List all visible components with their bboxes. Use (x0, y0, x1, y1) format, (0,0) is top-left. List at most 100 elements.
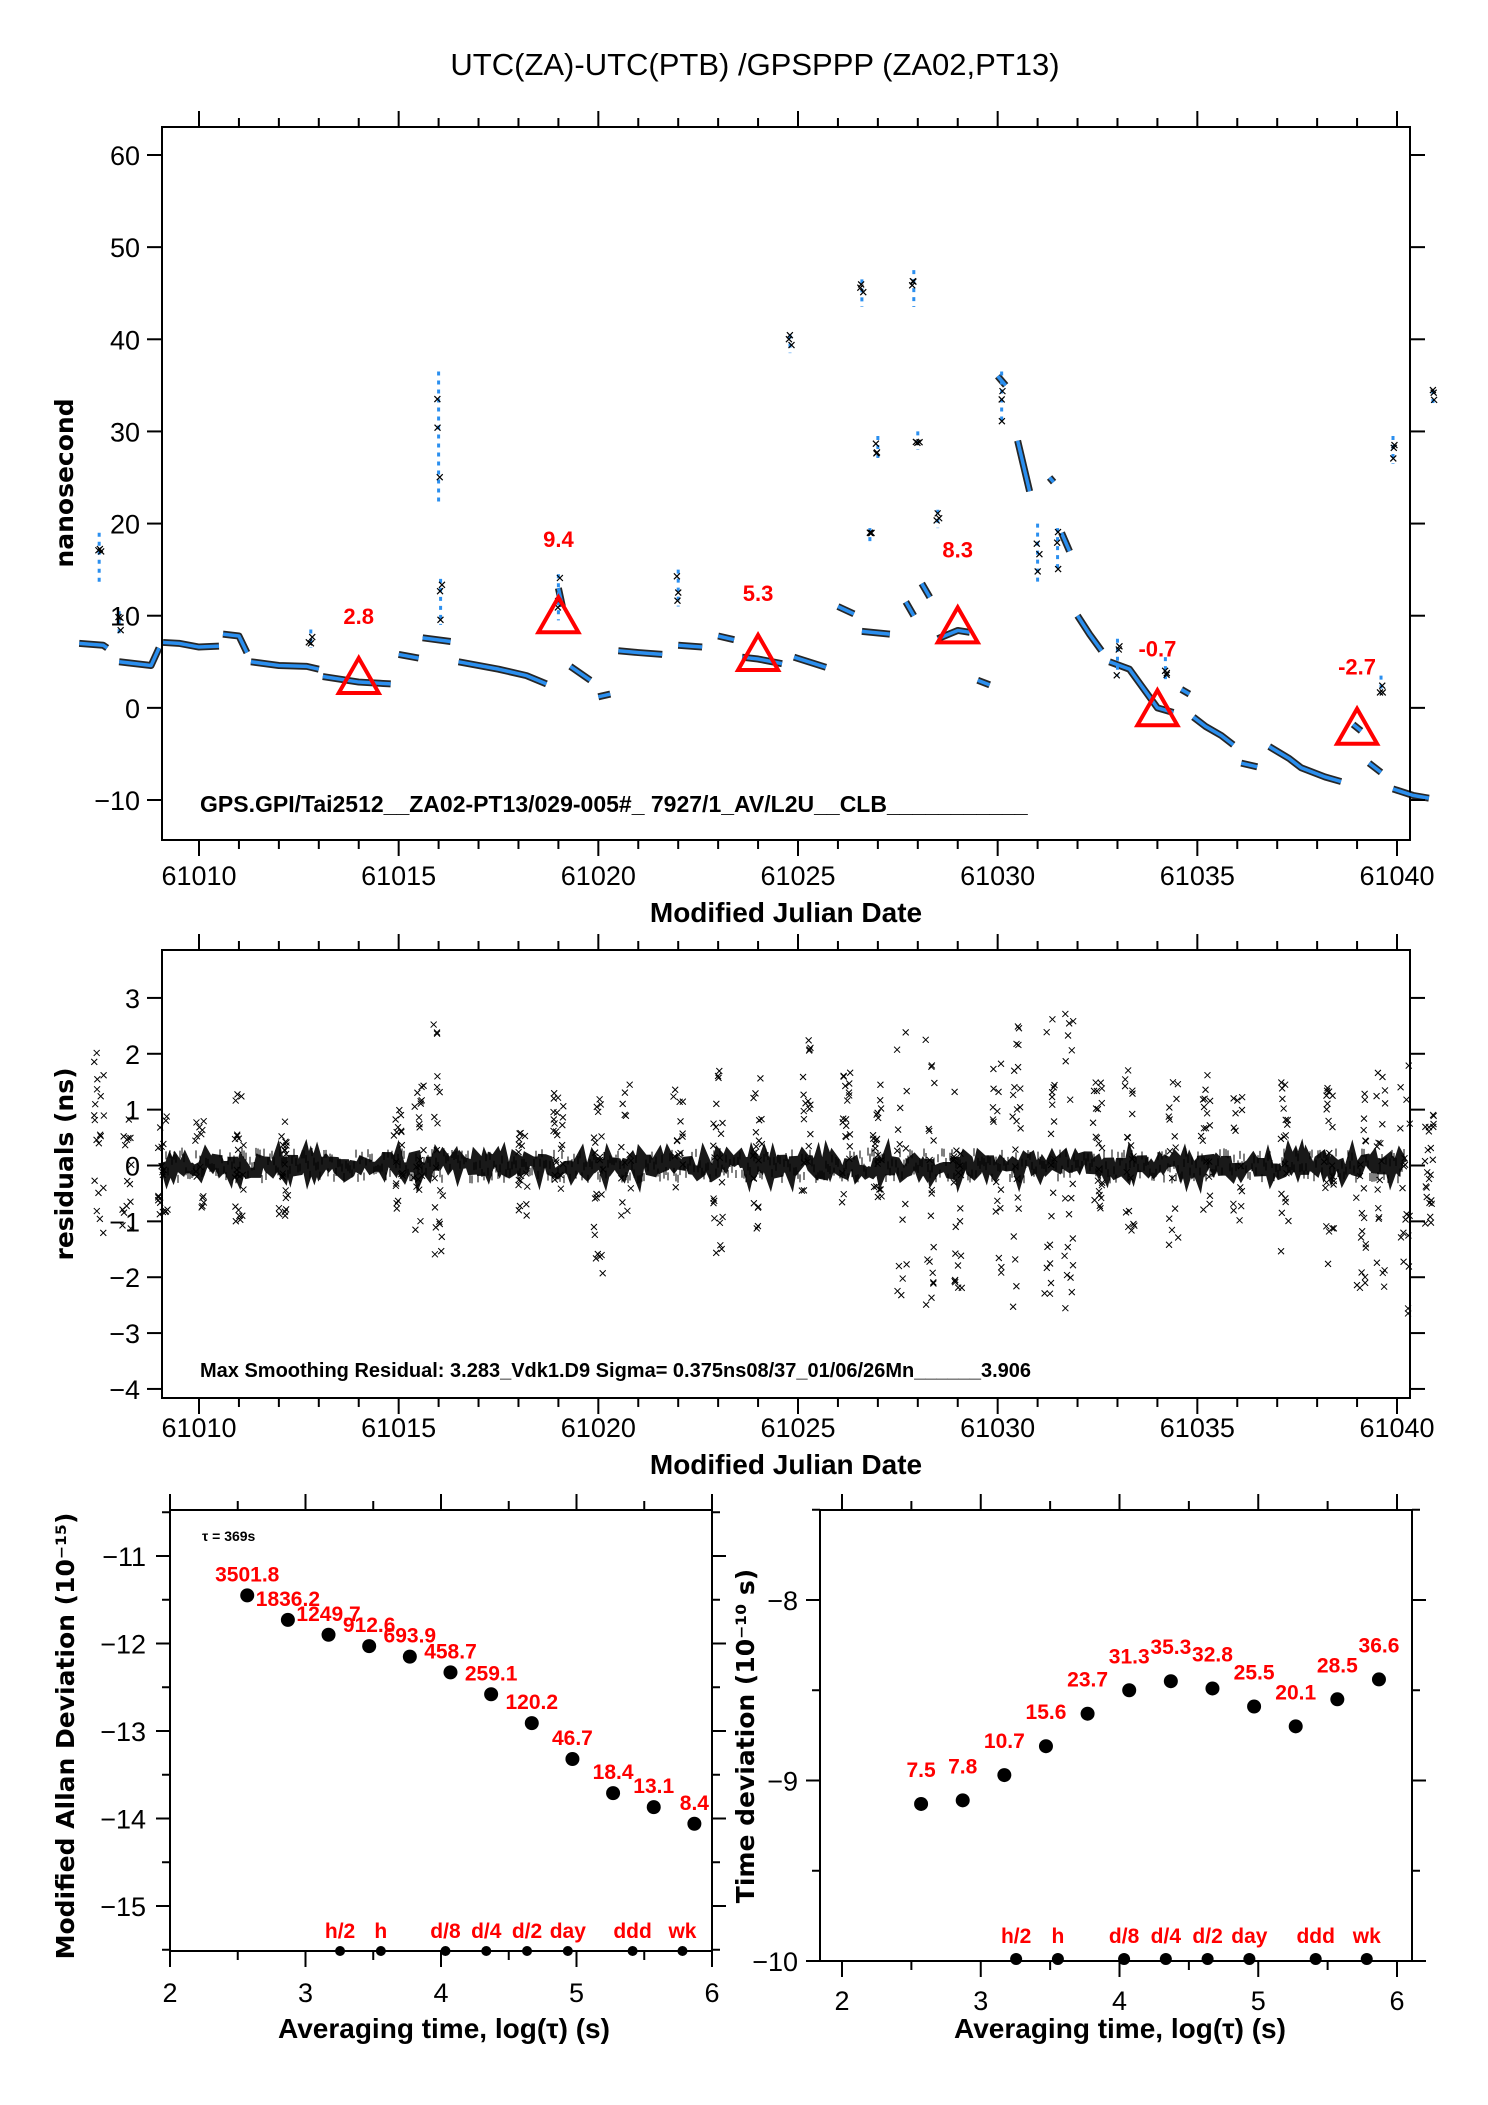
residual-outlier (1320, 1158, 1328, 1166)
residual-outlier (712, 1123, 720, 1131)
residual-outlier (1015, 1024, 1023, 1032)
mdev-point-label: 46.7 (552, 1727, 593, 1750)
residual-outlier (234, 1091, 241, 1098)
residual-outlier (278, 1133, 285, 1140)
residual-outlier (90, 1058, 98, 1066)
residual-outlier (802, 1099, 809, 1107)
residual-outlier (929, 1279, 937, 1286)
residual-outlier (902, 1144, 910, 1152)
residual-outlier (925, 1127, 933, 1135)
residual-outlier (807, 1101, 814, 1109)
residual-outlier (1380, 1283, 1388, 1291)
residual-outlier (1361, 1096, 1369, 1104)
residual-outlier (1202, 1124, 1210, 1132)
residual-outlier (1011, 1163, 1019, 1170)
time-marker-dot (562, 1946, 573, 1956)
residual-outlier (1202, 1086, 1209, 1094)
tdev-point-label: 7.5 (906, 1759, 936, 1782)
residual-outlier (1048, 1212, 1055, 1220)
residual-outlier (617, 1212, 625, 1219)
time-marker-label: wk (1352, 1925, 1381, 1948)
residual-outlier (846, 1131, 854, 1138)
raw-point (434, 424, 441, 432)
residual-outlier (155, 1192, 162, 1200)
residual-outlier (550, 1089, 558, 1097)
residual-outlier (592, 1254, 600, 1262)
smoothed-line (1048, 476, 1055, 484)
residual-outlier (674, 1151, 682, 1158)
residual-outlier (676, 1098, 684, 1106)
residual-outlier (156, 1124, 164, 1131)
x-tick-label: 61015 (361, 861, 436, 891)
residual-outlier (1128, 1155, 1136, 1163)
residual-outlier (397, 1111, 405, 1119)
residual-outlier (156, 1199, 164, 1207)
residual-outlier (552, 1159, 560, 1166)
raw-point (1116, 642, 1123, 650)
residual-outlier (1358, 1227, 1366, 1235)
residual-outlier (1168, 1226, 1176, 1234)
residual-outlier (96, 1131, 104, 1139)
residual-outlier (956, 1162, 964, 1170)
residual-outlier (1200, 1103, 1208, 1111)
residual-outlier (1374, 1204, 1382, 1212)
residual-outlier (1095, 1165, 1103, 1173)
residual-outlier (1043, 1028, 1051, 1036)
residual-outlier (951, 1276, 959, 1284)
residual-outlier (1377, 1139, 1384, 1147)
residual-outlier (1128, 1227, 1135, 1234)
mdev-point (524, 1716, 539, 1731)
residual-outlier (1281, 1081, 1289, 1089)
residual-outlier (1049, 1189, 1057, 1197)
residual-outlier (522, 1170, 530, 1177)
mdev-point-label: 1249.7 (296, 1603, 360, 1626)
residual-outlier (1324, 1260, 1332, 1268)
residual-outlier (752, 1090, 759, 1097)
time-marker-dot (1201, 1953, 1214, 1965)
y-tick-label: 0 (125, 1152, 140, 1182)
x-tick-label: 61035 (1160, 1413, 1235, 1443)
residual-outlier (1425, 1175, 1433, 1183)
residual-outlier (1043, 1264, 1051, 1272)
mdev-point-label: 120.2 (506, 1691, 559, 1714)
residual-outlier (1171, 1205, 1179, 1212)
residual-outlier (838, 1198, 846, 1206)
residual-outlier (712, 1100, 720, 1108)
residual-outlier (192, 1137, 199, 1145)
residual-outlier (1330, 1224, 1338, 1232)
residual-outlier (1361, 1273, 1369, 1281)
residual-outlier (1123, 1168, 1131, 1176)
raw-point (998, 417, 1006, 425)
residual-outlier (1279, 1095, 1286, 1103)
residual-outlier (1373, 1259, 1381, 1267)
residual-outlier (755, 1156, 762, 1164)
residual-outlier (755, 1137, 763, 1144)
residual-outlier (1090, 1087, 1098, 1095)
residual-outlier (1206, 1200, 1213, 1208)
residual-outlier (282, 1194, 290, 1202)
residual-outlier (877, 1186, 885, 1193)
residual-outlier (414, 1089, 421, 1097)
residual-outlier (896, 1140, 904, 1148)
mdev-point-label: 259.1 (465, 1662, 518, 1685)
residual-outlier (418, 1083, 425, 1091)
residual-outlier (954, 1262, 962, 1269)
residual-outlier (559, 1160, 567, 1168)
mdev-x-label: Averaging time, log(τ) (s) (278, 2013, 610, 2044)
residual-outlier (1199, 1137, 1207, 1145)
residual-outlier (1379, 1073, 1386, 1081)
y-tick-label: −3 (109, 1319, 140, 1349)
residual-outlier (1322, 1184, 1329, 1192)
residual-outlier (895, 1262, 903, 1270)
residual-outlier (281, 1118, 289, 1126)
residual-outlier (93, 1085, 101, 1093)
smoothed-line (1076, 614, 1103, 652)
time-series-y-label: nanosecond (50, 398, 79, 567)
residual-outlier (922, 1301, 930, 1309)
residual-outlier (432, 1224, 440, 1231)
residual-outlier (842, 1132, 849, 1140)
residual-outlier (1168, 1174, 1176, 1182)
residual-outlier (1401, 1154, 1408, 1162)
raw-point (96, 545, 104, 553)
residual-outlier (282, 1150, 290, 1158)
